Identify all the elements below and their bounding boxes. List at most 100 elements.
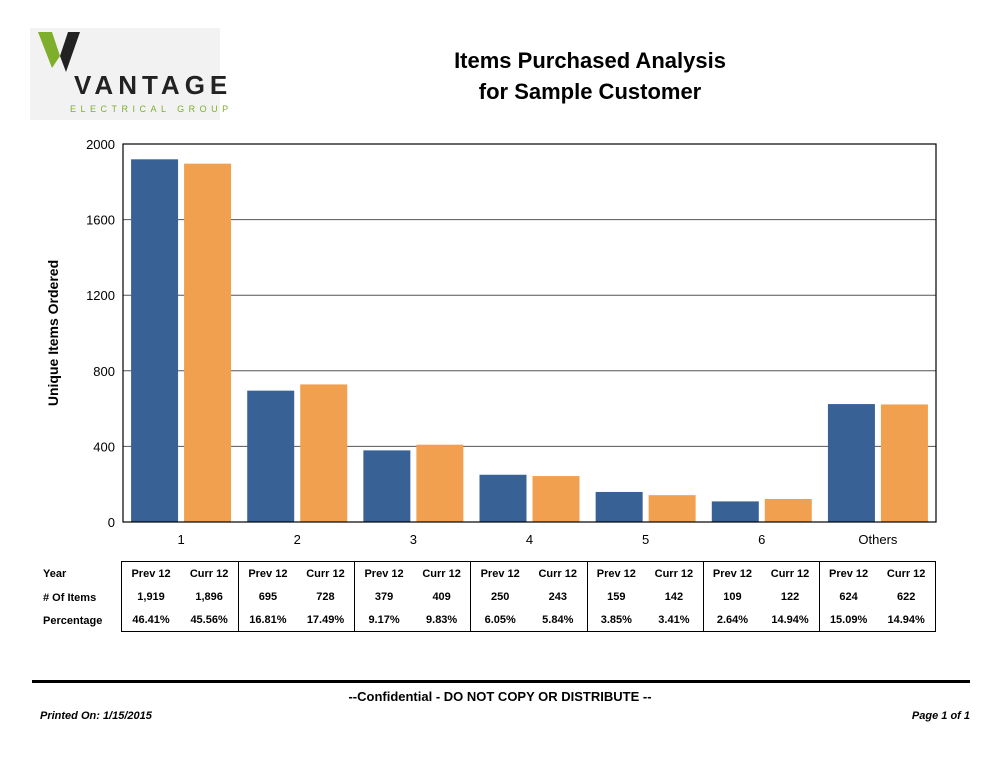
page-number: Page 1 of 1 xyxy=(911,710,970,722)
y-axis-label: Unique Items Ordered xyxy=(45,259,61,407)
year-cell: Curr 12 xyxy=(306,567,345,580)
bar-curr-12 xyxy=(184,163,232,522)
percentage-cell: 17.49% xyxy=(306,613,345,626)
table-group: Prev 12 Curr 12 250 243 6.05% 5.84% xyxy=(470,562,586,631)
year-cell: Curr 12 xyxy=(538,567,578,580)
y-tick-label: 1600 xyxy=(86,213,115,228)
table-row: Prev 12 Curr 12 xyxy=(588,562,703,585)
row-label-percentage: Percentage xyxy=(43,615,103,627)
table-group: Prev 12 Curr 12 159 142 3.85% 3.41% xyxy=(586,562,703,631)
table-row: 379 409 xyxy=(355,585,470,608)
x-tick-label: 5 xyxy=(642,532,649,547)
bar-curr-12 xyxy=(416,444,464,522)
year-cell: Prev 12 xyxy=(480,567,520,580)
year-cell: Prev 12 xyxy=(596,567,636,580)
table-row: Prev 12 Curr 12 xyxy=(239,562,354,585)
row-label-count: # Of Items xyxy=(43,592,97,604)
table-group: Prev 12 Curr 12 624 622 15.09% 14.94% xyxy=(818,562,935,631)
x-tick-label: 4 xyxy=(526,532,533,547)
table-row: 46.41% 45.56% xyxy=(122,608,238,631)
percentage-cell: 9.17% xyxy=(368,613,400,626)
footer-divider xyxy=(32,680,970,683)
year-cell: Curr 12 xyxy=(886,567,926,580)
table-group: Prev 12 Curr 12 1,919 1,896 46.41% 45.56% xyxy=(122,562,238,631)
table-row: 624 622 xyxy=(820,585,935,608)
bar-prev-12 xyxy=(827,404,875,522)
y-tick-label: 2000 xyxy=(86,137,115,152)
percentage-cell: 45.56% xyxy=(190,613,228,626)
bar-prev-12 xyxy=(247,390,295,522)
table-row: 159 142 xyxy=(588,585,703,608)
table-group: Prev 12 Curr 12 109 122 2.64% 14.94% xyxy=(702,562,819,631)
table-row: 2.64% 14.94% xyxy=(704,608,819,631)
bar-curr-12 xyxy=(648,495,696,522)
data-table: Prev 12 Curr 12 1,919 1,896 46.41% 45.56% Prev… xyxy=(121,561,936,632)
bar-curr-12 xyxy=(880,404,928,522)
bar-prev-12 xyxy=(595,491,643,522)
table-row: Prev 12 Curr 12 xyxy=(122,562,238,585)
count-cell: 159 xyxy=(607,590,626,603)
logo-tagline: ELECTRICAL GROUP xyxy=(70,104,233,114)
year-cell: Prev 12 xyxy=(248,567,288,580)
y-tick-label: 0 xyxy=(108,515,115,530)
bar-chart: 0 400 800 1200 1600 2000 1 2 3 4 5 6 Others xyxy=(86,137,937,547)
percentage-cell: 2.64% xyxy=(716,613,749,626)
year-cell: Prev 12 xyxy=(829,567,869,580)
report-title-line1: Items Purchased Analysis xyxy=(454,48,726,73)
percentage-cell: 5.84% xyxy=(542,613,574,626)
year-cell: Prev 12 xyxy=(131,567,171,580)
confidential-notice: --Confidential - DO NOT COPY OR DISTRIBU… xyxy=(348,689,652,704)
row-label-year: Year xyxy=(43,568,67,580)
x-tick-label: 1 xyxy=(177,532,184,547)
table-row: 15.09% 14.94% xyxy=(820,608,935,631)
count-cell: 695 xyxy=(258,590,278,603)
year-cell: Prev 12 xyxy=(712,567,753,580)
report-title: Items Purchased Analysis for Sample Cust… xyxy=(380,45,800,107)
plot-area xyxy=(123,144,936,522)
percentage-cell: 3.85% xyxy=(600,613,632,626)
table-group: Prev 12 Curr 12 695 728 16.81% 17.49% xyxy=(238,562,354,631)
table-row: 109 122 xyxy=(704,585,819,608)
count-cell: 624 xyxy=(839,590,858,603)
year-cell: Curr 12 xyxy=(189,567,229,580)
count-cell: 409 xyxy=(432,590,451,603)
count-cell: 1,896 xyxy=(195,590,223,603)
table-row: 3.85% 3.41% xyxy=(588,608,703,631)
percentage-cell: 14.94% xyxy=(771,613,809,626)
company-logo: VANTAGE ELECTRICAL GROUP xyxy=(30,28,228,120)
plot-border xyxy=(122,143,937,523)
count-cell: 379 xyxy=(374,590,394,603)
y-tick-label: 800 xyxy=(93,364,115,379)
percentage-cell: 15.09% xyxy=(829,613,868,626)
bar-curr-12 xyxy=(300,384,348,522)
table-row: Prev 12 Curr 12 xyxy=(471,562,586,585)
y-tick-label: 400 xyxy=(93,439,115,454)
table-row: 6.05% 5.84% xyxy=(471,608,586,631)
report-title-line2: for Sample Customer xyxy=(478,79,702,104)
printed-date: Printed On: 1/15/2015 xyxy=(40,710,152,722)
table-row: 250 243 xyxy=(471,585,586,608)
count-cell: 622 xyxy=(897,590,916,603)
count-cell: 243 xyxy=(548,590,567,603)
bar-prev-12 xyxy=(131,159,179,522)
bar-prev-12 xyxy=(363,450,411,522)
bar-curr-12 xyxy=(532,476,580,522)
vantage-v-logo-icon xyxy=(38,32,80,72)
x-tick-label: 2 xyxy=(294,532,301,547)
table-row: 1,919 1,896 xyxy=(122,585,238,608)
count-cell: 122 xyxy=(780,590,800,603)
count-cell: 142 xyxy=(664,590,684,603)
bar-prev-12 xyxy=(479,474,527,522)
table-row: Prev 12 Curr 12 xyxy=(820,562,935,585)
percentage-cell: 16.81% xyxy=(249,613,287,626)
count-cell: 109 xyxy=(723,590,742,603)
year-cell: Curr 12 xyxy=(422,567,461,580)
y-tick-label: 1200 xyxy=(86,288,115,303)
table-row: Prev 12 Curr 12 xyxy=(355,562,470,585)
percentage-cell: 46.41% xyxy=(132,613,170,626)
logo-wordmark: VANTAGE xyxy=(74,70,233,100)
year-cell: Prev 12 xyxy=(364,567,404,580)
percentage-cell: 9.83% xyxy=(426,613,458,626)
x-tick-label: Others xyxy=(858,532,898,547)
percentage-cell: 6.05% xyxy=(484,613,516,626)
